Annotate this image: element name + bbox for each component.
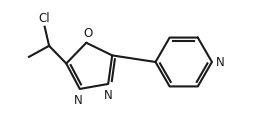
- Text: N: N: [216, 56, 225, 68]
- Text: N: N: [104, 89, 113, 102]
- Text: O: O: [83, 27, 92, 40]
- Text: Cl: Cl: [39, 12, 51, 25]
- Text: N: N: [74, 94, 83, 107]
